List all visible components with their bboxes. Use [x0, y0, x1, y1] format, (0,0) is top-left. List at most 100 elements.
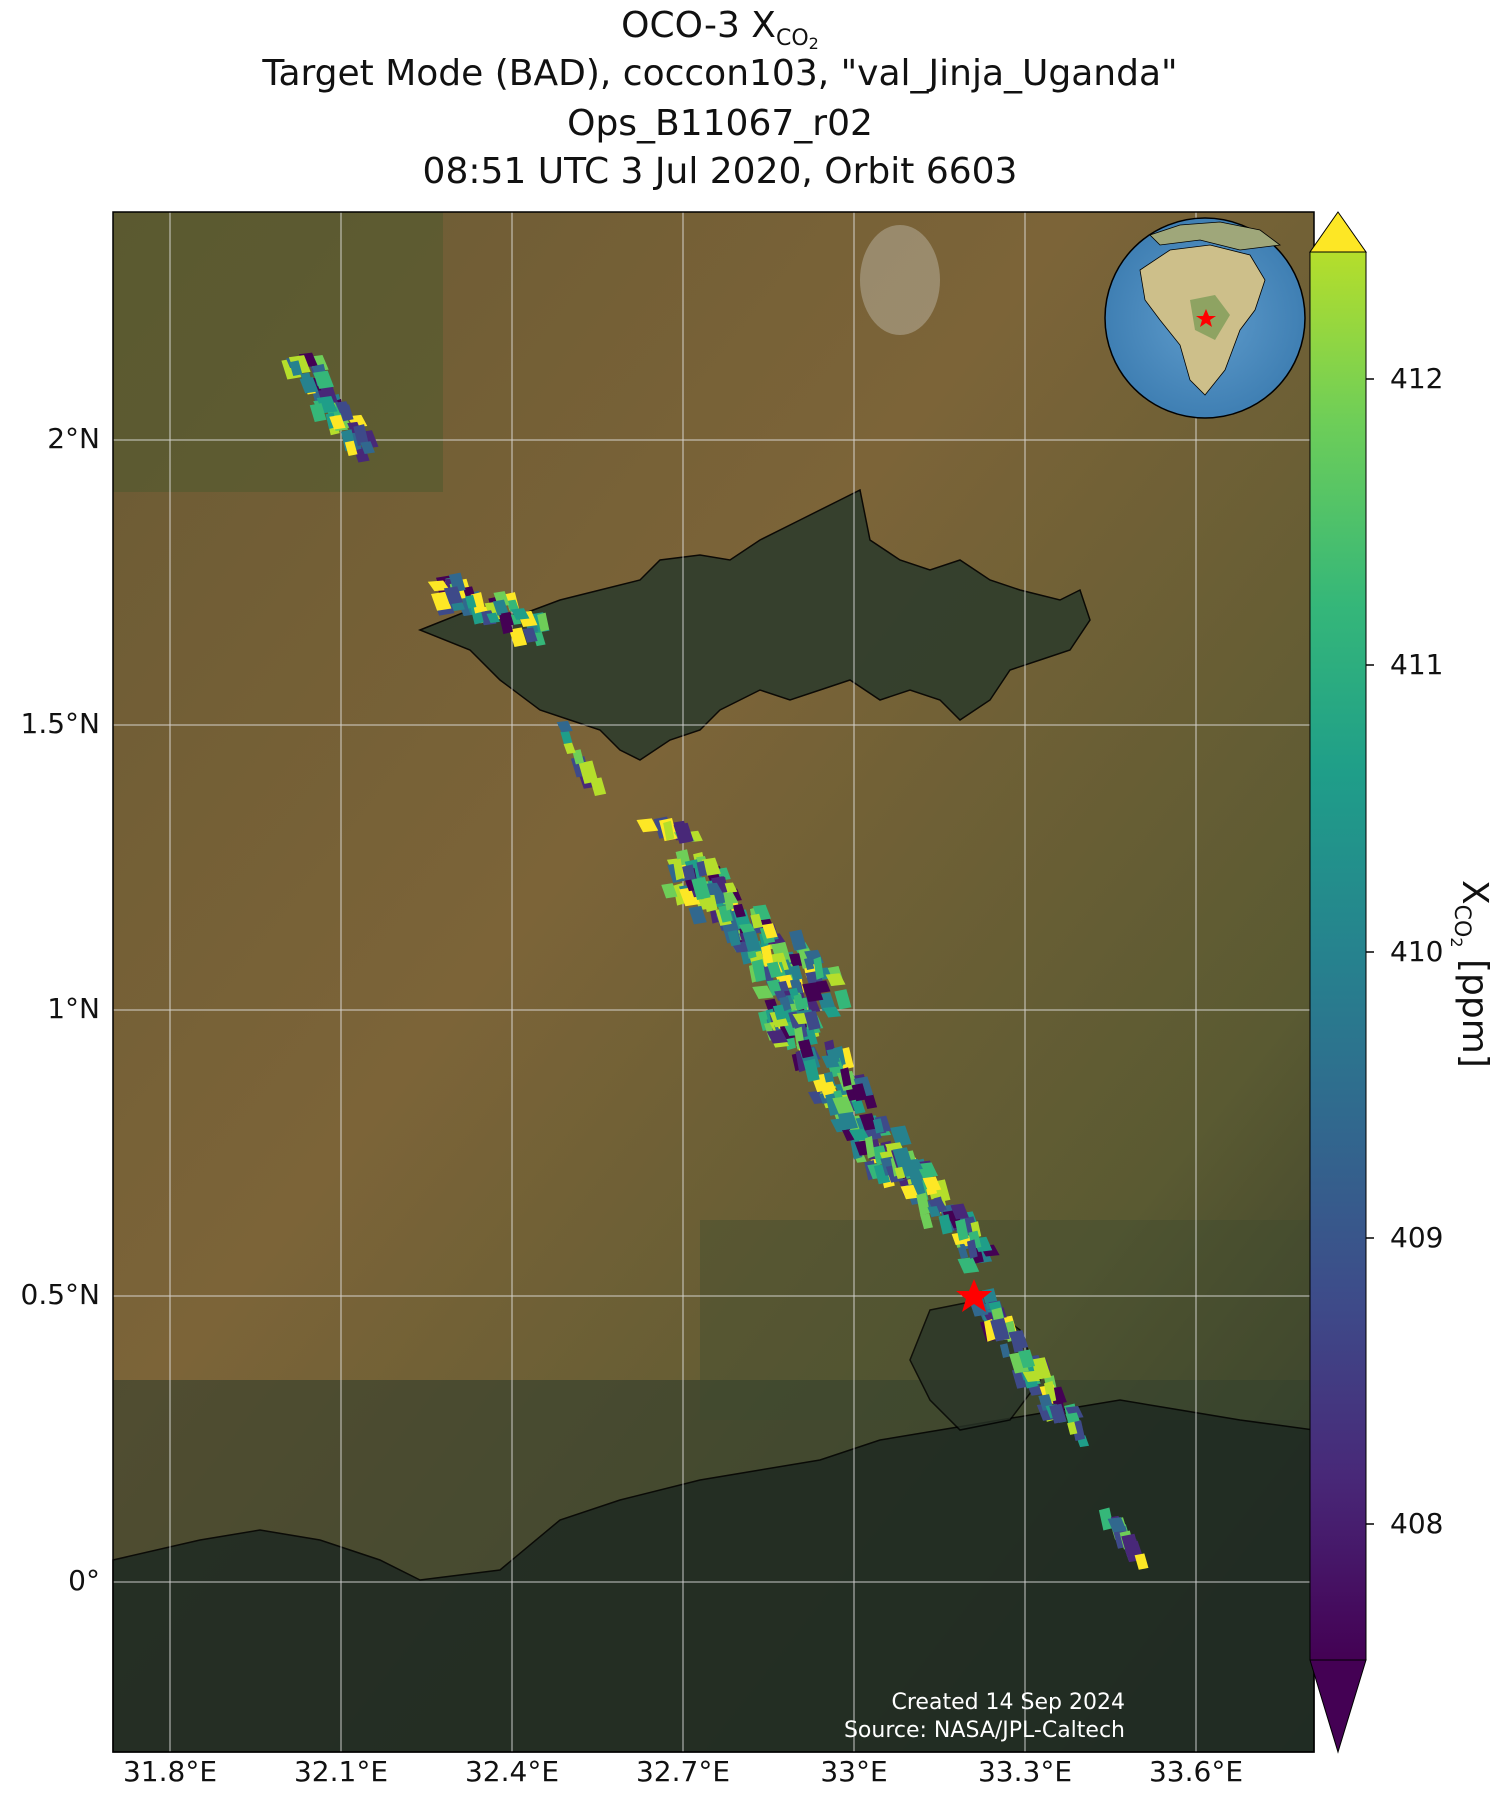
sounding-footprint	[938, 1214, 953, 1235]
sounding-footprint	[999, 1343, 1011, 1358]
sounding-footprint	[661, 883, 678, 899]
xco2-soundings	[281, 352, 1149, 1570]
sounding-footprint	[663, 820, 675, 841]
sounding-footprint	[851, 1099, 866, 1114]
sounding-footprint	[499, 612, 513, 635]
sounding-footprint	[560, 730, 573, 745]
sounding-footprint	[522, 627, 538, 643]
lake-kyoga	[417, 488, 1091, 761]
x-tick-label: 33°E	[820, 1755, 888, 1788]
sounding-footprint	[966, 1239, 978, 1259]
x-tick-label: 32.4°E	[464, 1755, 560, 1788]
sounding-footprint	[772, 1004, 787, 1021]
sounding-footprint	[836, 1108, 859, 1131]
sounding-footprint	[798, 1039, 814, 1059]
sounding-footprint	[1010, 1334, 1024, 1353]
sounding-footprint	[572, 749, 585, 765]
sounding-footprint	[762, 923, 778, 939]
sounding-footprint	[578, 760, 599, 784]
sounding-footprint	[822, 1006, 842, 1018]
colorbar-tick: 408	[1390, 1507, 1444, 1540]
sounding-footprint	[732, 903, 746, 918]
colorbar-tick: 410	[1390, 935, 1444, 968]
sounding-footprint	[751, 959, 768, 982]
sounding-footprint	[863, 1093, 878, 1110]
sounding-footprint	[1018, 1349, 1035, 1369]
sounding-footprint	[872, 1118, 884, 1134]
sounding-footprint	[309, 403, 327, 422]
sounding-footprint	[289, 360, 303, 377]
y-tick-label: 0.5°N	[20, 1278, 100, 1311]
y-tick-label: 1.5°N	[20, 707, 100, 740]
colorbar-tick: 411	[1390, 648, 1444, 681]
sounding-footprint	[673, 858, 684, 881]
sounding-footprint	[752, 985, 774, 1000]
colorbar-tick: 409	[1390, 1221, 1444, 1254]
sounding-footprint	[443, 586, 463, 605]
sounding-footprint	[329, 415, 346, 430]
x-tick-label: 32.7°E	[635, 1755, 731, 1788]
sounding-footprint	[1134, 1553, 1149, 1570]
sounding-footprint	[723, 892, 734, 911]
sounding-footprint	[894, 1166, 906, 1180]
sounding-footprint	[789, 965, 803, 981]
sounding-footprint	[851, 1083, 868, 1102]
sounding-footprint	[509, 627, 528, 647]
sounding-footprint	[927, 1206, 941, 1217]
sounding-footprint	[673, 822, 694, 844]
sounding-footprint	[821, 1054, 840, 1069]
sounding-footprint	[338, 404, 354, 422]
sounding-footprint	[492, 599, 509, 616]
x-tick-label: 33.3°E	[977, 1755, 1073, 1788]
sounding-footprint	[766, 961, 783, 978]
sounding-footprint	[696, 860, 707, 877]
sounding-footprint	[563, 742, 576, 754]
sounding-footprint	[1121, 1533, 1141, 1556]
sounding-footprint	[344, 440, 358, 457]
sounding-footprint	[955, 1218, 969, 1241]
sounding-footprint	[688, 905, 707, 925]
sounding-footprint	[506, 599, 520, 612]
colorbar-label: XCO2 [ppm]	[1447, 880, 1495, 1068]
title-line3: Ops_B11067_r02	[567, 103, 873, 144]
sounding-footprint	[766, 1029, 788, 1044]
sounding-footprint	[789, 929, 807, 951]
colorbar	[1309, 211, 1374, 1754]
sounding-footprint	[804, 1010, 821, 1031]
sounding-footprint	[957, 1257, 980, 1274]
sounding-footprint	[825, 973, 846, 986]
sounding-footprint	[922, 1176, 942, 1192]
sounding-footprint	[760, 944, 774, 968]
sounding-footprint	[813, 956, 824, 980]
target-site-star	[956, 1279, 992, 1312]
inset-target-star	[1196, 309, 1216, 327]
sounding-footprint	[590, 777, 607, 796]
title-line1: OCO-3 XCO2	[621, 5, 819, 53]
sounding-footprint	[832, 1096, 854, 1114]
sounding-footprint	[1098, 1507, 1114, 1531]
sounding-footprint	[802, 982, 824, 1003]
sounding-footprint	[727, 930, 741, 947]
sounding-footprint	[890, 1125, 912, 1147]
title-line4: 08:51 UTC 3 Jul 2020, Orbit 6603	[422, 151, 1018, 192]
y-tick-label: 0°	[68, 1564, 100, 1597]
sounding-footprint	[848, 1128, 870, 1141]
source-credit: Source: NASA/JPL-Caltech	[843, 1718, 1125, 1743]
sounding-footprint	[793, 993, 805, 1011]
title-line2: Target Mode (BAD), coccon103, "val_Jinja…	[262, 53, 1178, 94]
sounding-footprint	[299, 376, 319, 394]
sounding-footprint	[778, 980, 790, 992]
grid-lines	[113, 212, 1314, 1752]
sounding-footprint	[353, 424, 369, 447]
sounding-footprint	[470, 592, 486, 614]
sounding-footprint	[950, 1203, 969, 1220]
sounding-footprint	[990, 1318, 1010, 1342]
sounding-footprint	[957, 1246, 969, 1259]
sounding-footprint	[430, 591, 452, 611]
sounding-footprint	[360, 441, 375, 454]
sounding-footprint	[537, 612, 550, 632]
sounding-footprint	[916, 1162, 939, 1178]
sounding-footprint	[834, 989, 852, 1010]
lake-victoria	[112, 1399, 1315, 1753]
